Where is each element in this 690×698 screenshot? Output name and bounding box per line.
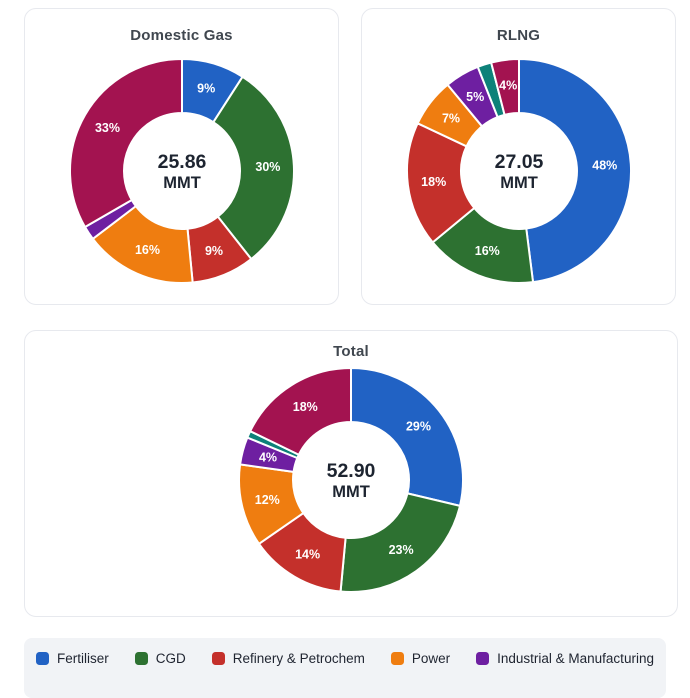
donut-segment-label: 30% — [255, 160, 280, 174]
rlng-chart-card: RLNG 48% 16% 18% 7% 5% 4% 27.05 MMT — [361, 8, 676, 305]
donut-segment-label: 9% — [204, 244, 222, 258]
legend-swatch-icon — [390, 652, 404, 665]
legend-items: Fertiliser CGD Refinery & Petrochem Power In… — [36, 651, 654, 666]
donut-segment-cgd[interactable] — [339, 492, 461, 593]
legend-swatch-icon — [134, 652, 148, 665]
top-charts-row: Domestic Gas 9% 30% 9% 16% 33% 25.86 MMT RLNG … — [0, 0, 690, 305]
donut-segment-label: 16% — [474, 244, 499, 258]
donut-segment-label: 16% — [134, 243, 159, 257]
donut-segment-unlabeled-crimson[interactable] — [489, 58, 520, 116]
legend-item-fertiliser[interactable]: Fertiliser — [36, 651, 109, 666]
legend-item-cgd[interactable]: CGD — [134, 651, 186, 666]
legend-item-label: Industrial & Manufacturing — [497, 651, 654, 666]
bottom-chart-row: Total 29% 23% 14% 12% 4% 18% 52.90 MMT — [0, 305, 690, 617]
donut-center-value: 52.90 — [327, 460, 376, 482]
donut-center-unit: MMT — [163, 174, 201, 192]
legend-item-label: Power — [411, 651, 451, 666]
domestic-gas-chart-card: Domestic Gas 9% 30% 9% 16% 33% 25.86 MMT — [24, 8, 339, 305]
chart-title-total: Total — [333, 343, 369, 360]
donut-segment-label: 4% — [499, 79, 517, 93]
donut-center-unit: MMT — [332, 483, 370, 501]
chart-title-domestic-gas: Domestic Gas — [130, 27, 233, 44]
legend-item-industrial-manufacturing[interactable]: Industrial & Manufacturing — [476, 651, 654, 666]
donut-segment-label: 14% — [295, 547, 320, 561]
chart-title-rlng: RLNG — [496, 27, 541, 44]
donut-segment-label: 23% — [389, 543, 414, 557]
donut-segment-label: 48% — [592, 159, 617, 173]
donut-segment-label: 33% — [94, 121, 119, 135]
legend-swatch-icon — [36, 652, 50, 665]
legend-item-power[interactable]: Power — [390, 651, 451, 666]
legend-swatch-icon — [211, 652, 225, 665]
legend-item-label: CGD — [155, 651, 186, 666]
donut-segment-fertiliser[interactable] — [350, 367, 465, 507]
donut-segment-label: 7% — [441, 111, 459, 125]
donut-segment-label: 4% — [259, 451, 277, 465]
donut-segment-label: 12% — [255, 493, 280, 507]
legend-bar: Fertiliser CGD Refinery & Petrochem Power In… — [24, 638, 666, 698]
donut-segment-cgd[interactable] — [211, 75, 295, 261]
donut-segment-label: 29% — [406, 420, 431, 434]
donut-center-value: 27.05 — [494, 151, 543, 173]
legend-item-label: Refinery & Petrochem — [232, 651, 365, 666]
donut-segment-unlabeled-crimson[interactable] — [249, 367, 352, 456]
legend-swatch-icon — [476, 652, 490, 665]
legend-item-refinery-petrochem[interactable]: Refinery & Petrochem — [211, 651, 365, 666]
donut-center-unit: MMT — [500, 174, 538, 192]
donut-segment-label: 9% — [197, 82, 215, 96]
donut-segment-label: 18% — [293, 400, 318, 414]
legend-item-label: Fertiliser — [57, 651, 109, 666]
donut-center-value: 25.86 — [157, 151, 206, 173]
donut-segment-label: 5% — [466, 90, 484, 104]
total-chart-card: Total 29% 23% 14% 12% 4% 18% 52.90 MMT — [24, 330, 678, 617]
donut-segment-unlabeled-crimson[interactable] — [68, 58, 183, 228]
donut-segment-label: 18% — [421, 175, 446, 189]
donut-segment-fertiliser[interactable] — [517, 58, 632, 284]
